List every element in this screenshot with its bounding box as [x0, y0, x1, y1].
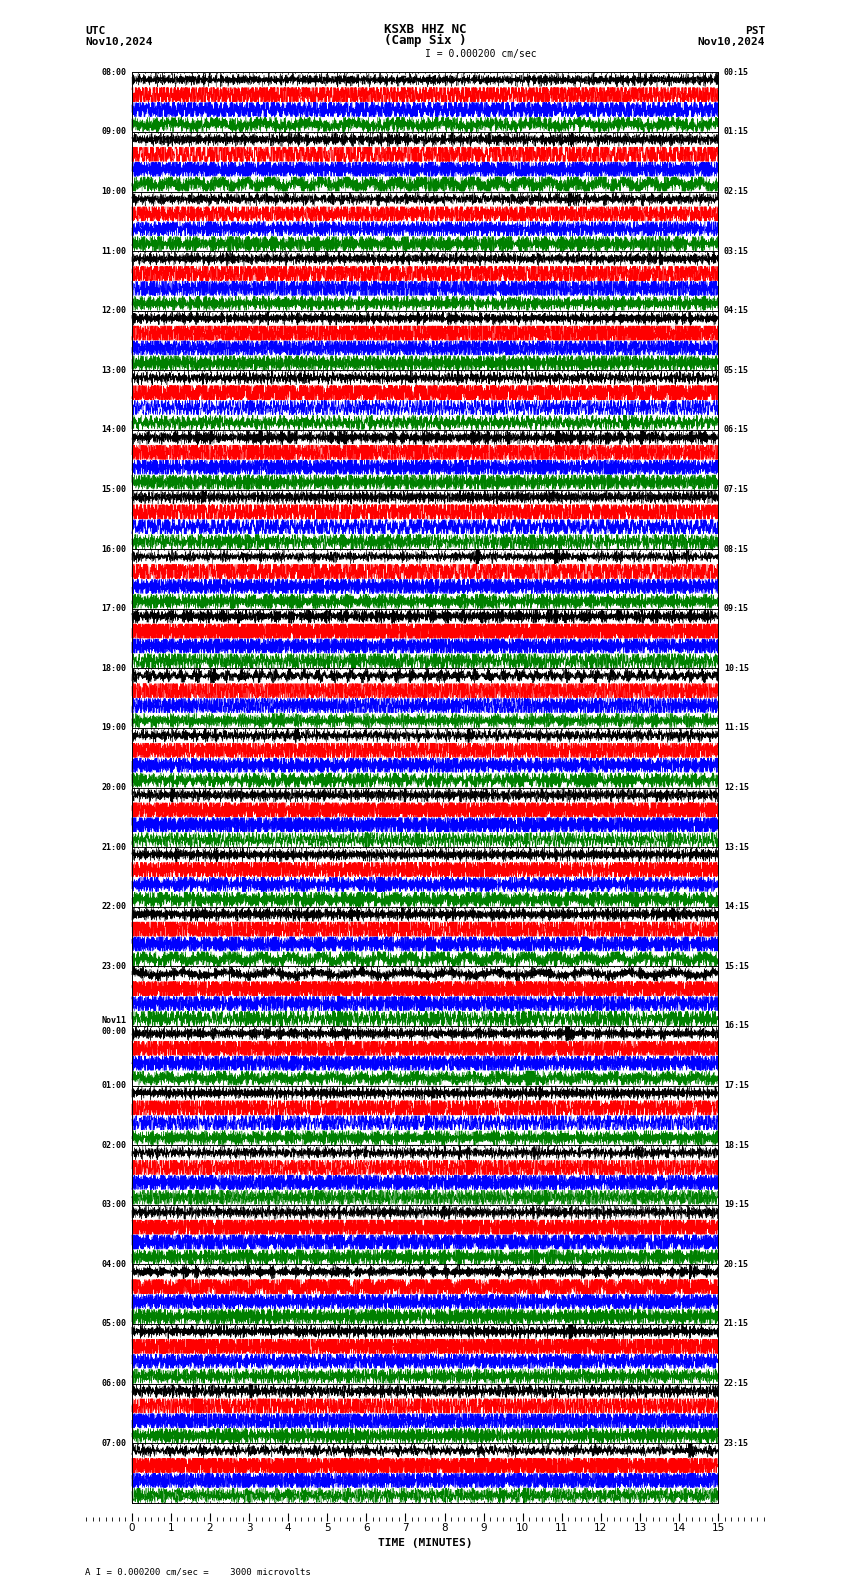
Text: 11:00: 11:00: [101, 247, 126, 255]
Text: 20:00: 20:00: [101, 782, 126, 792]
Text: PST: PST: [745, 25, 765, 35]
Text: 19:00: 19:00: [101, 724, 126, 732]
Text: A I = 0.000200 cm/sec =    3000 microvolts: A I = 0.000200 cm/sec = 3000 microvolts: [85, 1567, 311, 1576]
Text: (Camp Six ): (Camp Six ): [383, 33, 467, 46]
Text: 10:00: 10:00: [101, 187, 126, 196]
Text: 07:00: 07:00: [101, 1438, 126, 1448]
Text: 09:00: 09:00: [101, 127, 126, 136]
Text: 15:15: 15:15: [724, 961, 749, 971]
Text: 13:15: 13:15: [724, 843, 749, 852]
Text: 06:00: 06:00: [101, 1380, 126, 1388]
Text: 14:15: 14:15: [724, 903, 749, 911]
Text: KSXB HHZ NC: KSXB HHZ NC: [383, 22, 467, 35]
Text: 22:00: 22:00: [101, 903, 126, 911]
Text: 21:15: 21:15: [724, 1319, 749, 1329]
Text: 23:00: 23:00: [101, 961, 126, 971]
Text: 12:00: 12:00: [101, 306, 126, 315]
Text: 08:15: 08:15: [724, 545, 749, 554]
Text: 18:00: 18:00: [101, 664, 126, 673]
Text: 15:00: 15:00: [101, 485, 126, 494]
Text: 20:15: 20:15: [724, 1259, 749, 1269]
Text: 08:00: 08:00: [101, 68, 126, 76]
X-axis label: TIME (MINUTES): TIME (MINUTES): [377, 1538, 473, 1548]
Text: 00:15: 00:15: [724, 68, 749, 76]
Text: 22:15: 22:15: [724, 1380, 749, 1388]
Text: 12:15: 12:15: [724, 782, 749, 792]
Text: 03:00: 03:00: [101, 1201, 126, 1209]
Text: 07:15: 07:15: [724, 485, 749, 494]
Text: 16:00: 16:00: [101, 545, 126, 554]
Text: Nov10,2024: Nov10,2024: [85, 36, 152, 46]
Text: 13:00: 13:00: [101, 366, 126, 375]
Text: 19:15: 19:15: [724, 1201, 749, 1209]
Text: 17:15: 17:15: [724, 1080, 749, 1090]
Text: 01:15: 01:15: [724, 127, 749, 136]
Text: 10:15: 10:15: [724, 664, 749, 673]
Text: 09:15: 09:15: [724, 604, 749, 613]
Text: Nov10,2024: Nov10,2024: [698, 36, 765, 46]
Text: 01:00: 01:00: [101, 1080, 126, 1090]
Text: 11:15: 11:15: [724, 724, 749, 732]
Text: 04:00: 04:00: [101, 1259, 126, 1269]
Text: 21:00: 21:00: [101, 843, 126, 852]
Text: 05:15: 05:15: [724, 366, 749, 375]
Text: 04:15: 04:15: [724, 306, 749, 315]
Text: UTC: UTC: [85, 25, 105, 35]
Text: 23:15: 23:15: [724, 1438, 749, 1448]
Text: 06:15: 06:15: [724, 426, 749, 434]
Text: 17:00: 17:00: [101, 604, 126, 613]
Text: 05:00: 05:00: [101, 1319, 126, 1329]
Text: Nov11
00:00: Nov11 00:00: [101, 1017, 126, 1036]
Text: 16:15: 16:15: [724, 1022, 749, 1031]
Text: 02:00: 02:00: [101, 1140, 126, 1150]
Text: 02:15: 02:15: [724, 187, 749, 196]
Text: 03:15: 03:15: [724, 247, 749, 255]
Text: I = 0.000200 cm/sec: I = 0.000200 cm/sec: [425, 49, 536, 59]
Text: 14:00: 14:00: [101, 426, 126, 434]
Text: 18:15: 18:15: [724, 1140, 749, 1150]
